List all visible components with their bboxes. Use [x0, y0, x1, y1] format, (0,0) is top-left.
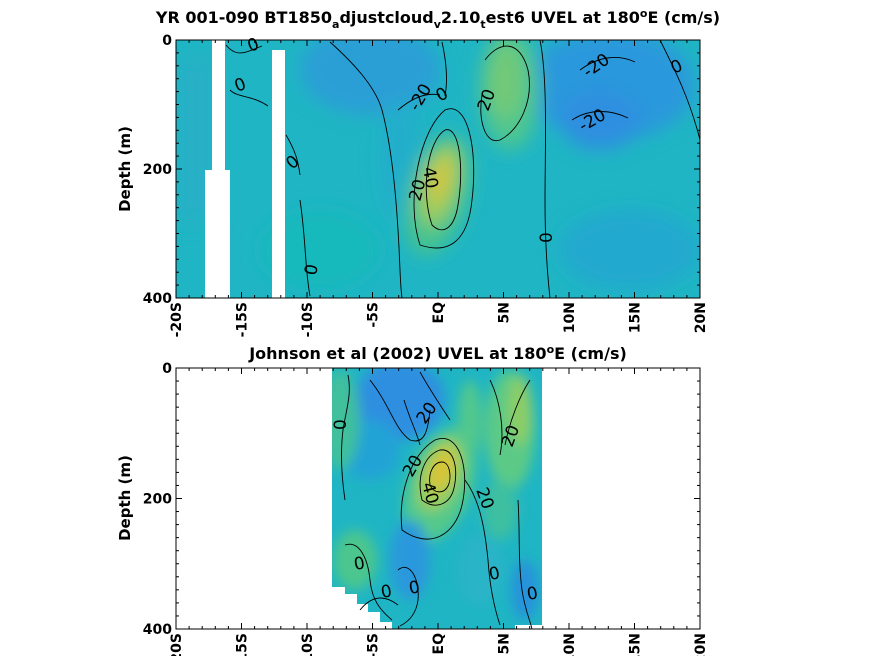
- y-tick-label: 400: [143, 291, 172, 307]
- contour-label: 0: [301, 263, 323, 277]
- x-tick-label: 20N: [693, 633, 709, 656]
- top-panel: YR 001-090 BT1850adjustcloudv2.10test6 U…: [116, 7, 720, 337]
- bottom-title: Johnson et al (2002) UVEL at 180oE (cm/s…: [248, 343, 627, 363]
- x-tick-label: -20S: [169, 633, 185, 656]
- x-tick-label: 5N: [497, 302, 513, 323]
- contour-label: 40: [418, 165, 441, 190]
- contour-label: 0: [352, 553, 366, 575]
- x-tick-label: -15S: [235, 633, 251, 656]
- bottom-panel: Johnson et al (2002) UVEL at 180oE (cm/s…: [116, 343, 709, 656]
- contour-label: 0: [525, 583, 539, 605]
- x-tick-label: 20N: [693, 302, 709, 333]
- x-tick-label: -5S: [366, 302, 382, 328]
- x-tick-label: -15S: [235, 302, 251, 337]
- x-tick-label: 10N: [562, 302, 578, 333]
- x-tick-label: 10N: [562, 633, 578, 656]
- x-tick-label: -5S: [366, 633, 382, 656]
- bottom-axis-ticks: -20S -15S -10S -5S EQ 5N 10N 15N 20N 0 200 400: [143, 361, 709, 656]
- contour-label: 0: [537, 232, 557, 243]
- x-tick-label: EQ: [431, 302, 447, 324]
- x-tick-label: -10S: [300, 302, 316, 337]
- x-tick-label: EQ: [431, 633, 447, 655]
- top-y-axis-label: Depth (m): [116, 126, 134, 212]
- bottom-heatmap: [332, 368, 542, 629]
- y-tick-label: 200: [143, 492, 172, 508]
- x-tick-label: -10S: [300, 633, 316, 656]
- top-title: YR 001-090 BT1850adjustcloudv2.10test6 U…: [155, 7, 720, 31]
- contour-label: 0: [331, 419, 351, 430]
- contour-label: 0: [487, 563, 501, 585]
- y-tick-label: 400: [143, 622, 172, 638]
- x-tick-label: 5N: [497, 633, 513, 654]
- y-tick-label: 0: [162, 361, 172, 377]
- bottom-y-axis-label: Depth (m): [116, 455, 134, 541]
- contour-label: 0: [407, 577, 421, 599]
- bottom-contours: [341, 371, 533, 629]
- contour-label: 0: [379, 581, 393, 603]
- x-tick-label: -20S: [169, 302, 185, 337]
- y-tick-label: 0: [162, 33, 172, 49]
- x-tick-label: 15N: [628, 633, 644, 656]
- top-heatmap: [176, 40, 700, 298]
- x-tick-label: 15N: [628, 302, 644, 333]
- y-tick-label: 200: [143, 162, 172, 178]
- top-contours: [225, 40, 700, 298]
